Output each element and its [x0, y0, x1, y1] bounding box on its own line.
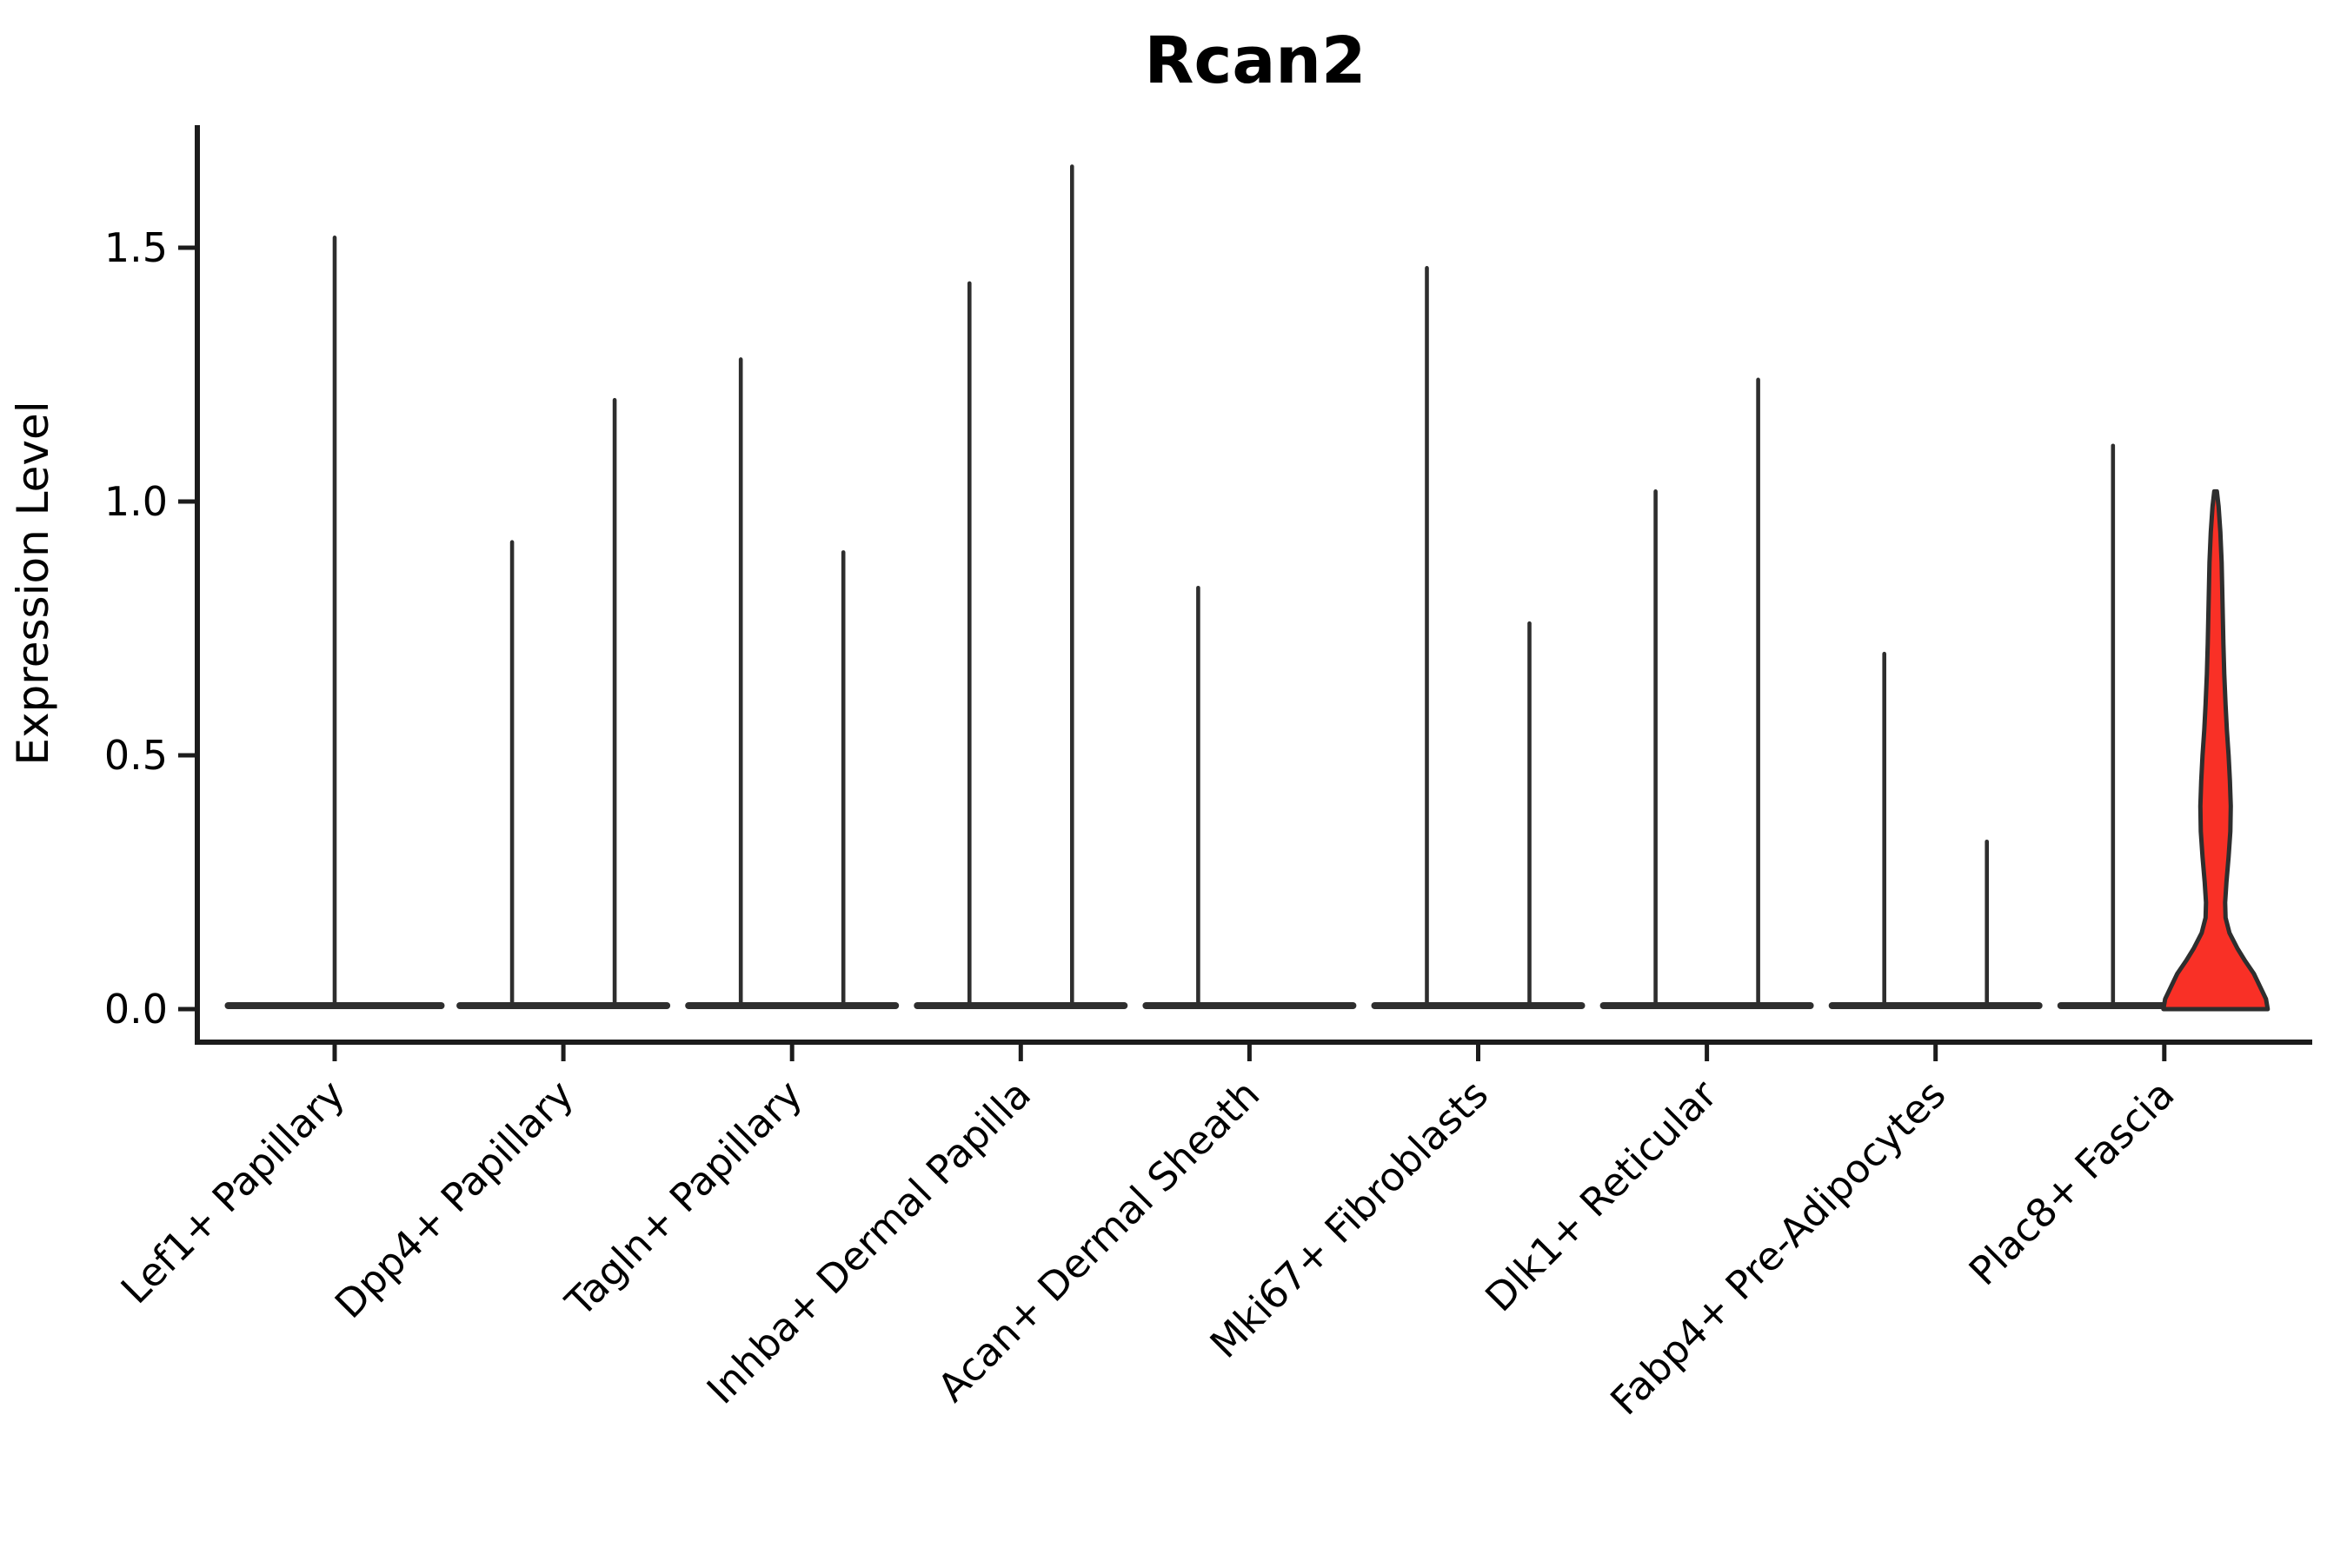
chart-title: Rcan2 — [1145, 23, 1366, 98]
y-tick-label: 0.0 — [104, 986, 168, 1033]
violin-plac8-fascia-right-highlighted — [2161, 488, 2271, 1012]
y-tick-label: 1.0 — [104, 478, 168, 525]
y-tick-label: 0.5 — [104, 732, 168, 779]
y-tick-label: 1.5 — [104, 224, 168, 271]
y-axis-label: Expression Level — [8, 401, 58, 765]
